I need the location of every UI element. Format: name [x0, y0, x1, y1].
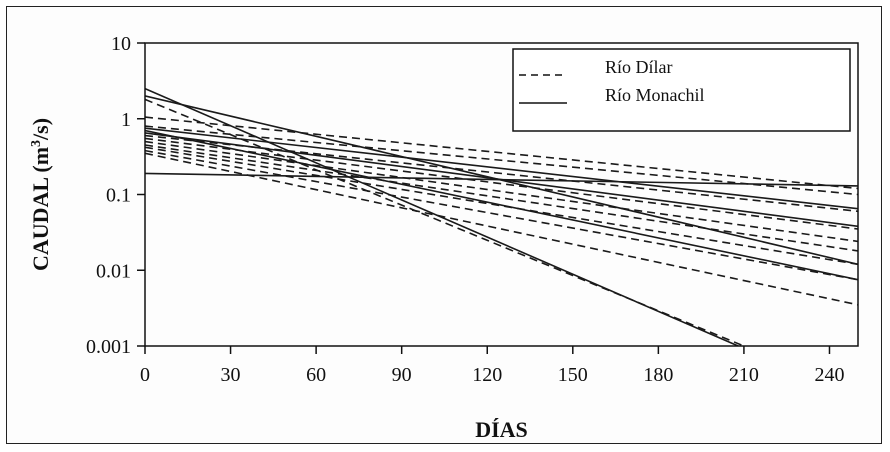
y-axis-label: CAUDAL (m3/s)	[28, 118, 53, 271]
series-line-rio-dilar-3	[145, 137, 858, 230]
legend-label-rio-monachil: Río Monachil	[605, 85, 705, 105]
series-line-rio-dilar-1	[145, 125, 858, 196]
x-tick-label: 210	[729, 364, 759, 386]
x-axis-label: DÍAS	[475, 417, 528, 442]
series-line-rio-dilar-8	[145, 152, 858, 306]
legend-label-rio-dilar: Río Dílar	[605, 57, 673, 77]
x-tick-label: 180	[643, 364, 673, 386]
series-line-rio-dilar-6	[145, 146, 858, 266]
series-line-rio-monachil-13	[145, 95, 858, 266]
legend: Río Dílar Río Monachil	[512, 48, 851, 132]
legend-box	[512, 48, 851, 132]
y-tick-label: 0.1	[106, 185, 131, 207]
x-tick-label: 120	[472, 364, 502, 386]
x-axis-ticks: 0 30 60 90 120 150 180 210 240	[140, 346, 844, 386]
series-line-rio-monachil-14	[145, 129, 858, 281]
x-tick-label: 30	[221, 364, 241, 386]
x-tick-label: 90	[392, 364, 412, 386]
y-axis-ticks: 0.001 0.01 0.1 1 10	[86, 33, 145, 358]
x-tick-label: 60	[306, 364, 326, 386]
series-layer	[145, 87, 858, 346]
series-line-rio-dilar-7	[145, 149, 858, 281]
series-line-rio-dilar-4	[145, 140, 858, 243]
x-tick-label: 240	[814, 364, 844, 386]
series-line-rio-monachil-15	[145, 87, 739, 346]
series-line-rio-monachil-11	[145, 127, 858, 210]
x-tick-label: 150	[558, 364, 588, 386]
y-tick-label: 0.01	[96, 260, 131, 282]
y-tick-label: 0.001	[86, 336, 131, 358]
x-tick-label: 0	[140, 364, 150, 386]
series-line-rio-dilar-0	[145, 116, 858, 190]
series-line-rio-dilar-5	[145, 144, 858, 252]
y-tick-label: 1	[121, 109, 131, 131]
y-tick-label: 10	[111, 33, 131, 55]
